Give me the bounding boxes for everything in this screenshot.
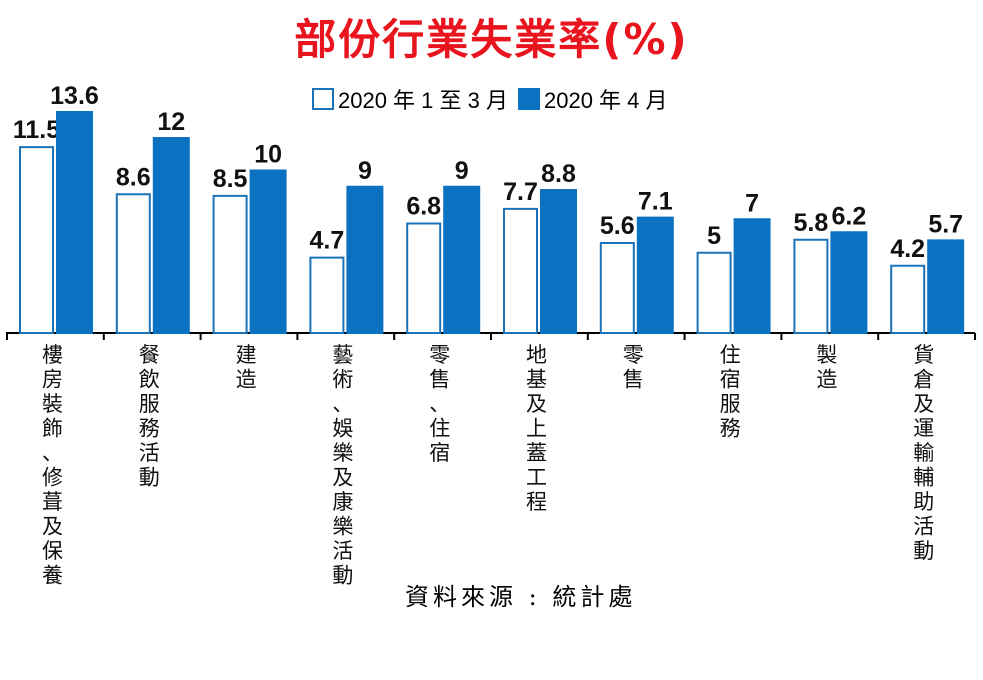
data-label-series-2: 5.7 — [928, 210, 963, 238]
data-label-series-2: 8.8 — [541, 160, 576, 188]
data-label-series-1: 4.2 — [890, 235, 925, 263]
category-label: 藝術、娛樂及康樂活動 — [332, 343, 353, 588]
legend-swatch-series-1 — [312, 88, 334, 110]
category-label: 樓房裝飾、修葺及保養 — [42, 343, 63, 588]
bar-series-2 — [249, 169, 287, 334]
category-label: 建造 — [236, 343, 257, 392]
bar-series-1 — [212, 194, 248, 334]
data-label-series-2: 13.6 — [50, 82, 99, 110]
bar-series-2 — [346, 185, 384, 334]
bar-series-1 — [503, 207, 538, 334]
bar-series-1 — [406, 222, 442, 334]
data-label-series-2: 9 — [455, 157, 469, 185]
legend-item-series-2: 2020 年 4 月 — [517, 83, 668, 115]
data-label-series-2: 7 — [745, 189, 759, 217]
bar-series-1 — [115, 193, 151, 334]
bar-series-1 — [890, 264, 926, 334]
data-label-series-1: 5.8 — [794, 209, 829, 237]
category-label: 零售 — [623, 343, 644, 392]
data-label-series-1: 8.5 — [213, 165, 248, 193]
category-label: 零售、住宿 — [429, 343, 450, 465]
category-label: 地基及上蓋工程 — [526, 343, 547, 514]
bar-series-2 — [540, 189, 577, 334]
legend-label-series-1: 2020 年 1 至 3 月 — [338, 88, 508, 113]
chart-title: 部份行業失業率(%) — [294, 15, 689, 64]
category-label: 製造 — [816, 343, 837, 392]
data-label-series-2: 10 — [254, 141, 282, 169]
data-label-series-2: 12 — [157, 108, 185, 136]
bar-series-1 — [793, 238, 829, 334]
bar-series-1 — [599, 242, 635, 334]
data-label-series-2: 7.1 — [638, 188, 673, 216]
data-label-series-1: 5.6 — [600, 212, 635, 240]
bar-series-2 — [56, 111, 93, 334]
category-label: 貨倉及運輸輔助活動 — [913, 343, 934, 563]
bar-series-2 — [152, 137, 190, 334]
bar-series-1 — [309, 256, 345, 334]
category-label: 餐飲服務活動 — [139, 343, 160, 490]
data-label-series-2: 6.2 — [832, 202, 867, 230]
bar-series-1 — [19, 146, 54, 334]
data-label-series-1: 4.7 — [310, 227, 345, 255]
bar-series-2 — [636, 216, 674, 334]
source-note: 資料來源 : 統計處 — [405, 583, 637, 611]
bar-series-2 — [830, 231, 868, 334]
data-label-series-2: 9 — [358, 157, 372, 185]
bar-series-2 — [733, 218, 771, 334]
legend: 2020 年 1 至 3 月 2020 年 4 月 — [312, 84, 678, 114]
bar-series-2 — [443, 185, 481, 334]
data-label-series-1: 11.5 — [13, 116, 60, 144]
legend-label-series-2: 2020 年 4 月 — [543, 88, 668, 113]
bar-series-2 — [927, 239, 965, 334]
bar-series-1 — [696, 251, 732, 334]
legend-item-series-1: 2020 年 1 至 3 月 — [312, 83, 508, 115]
data-label-series-1: 8.6 — [116, 163, 151, 191]
legend-swatch-series-2 — [517, 88, 540, 110]
data-label-series-1: 7.7 — [503, 178, 538, 206]
data-label-series-1: 5 — [707, 222, 721, 250]
category-label: 住宿服務 — [720, 343, 741, 441]
data-label-series-1: 6.8 — [406, 193, 441, 221]
